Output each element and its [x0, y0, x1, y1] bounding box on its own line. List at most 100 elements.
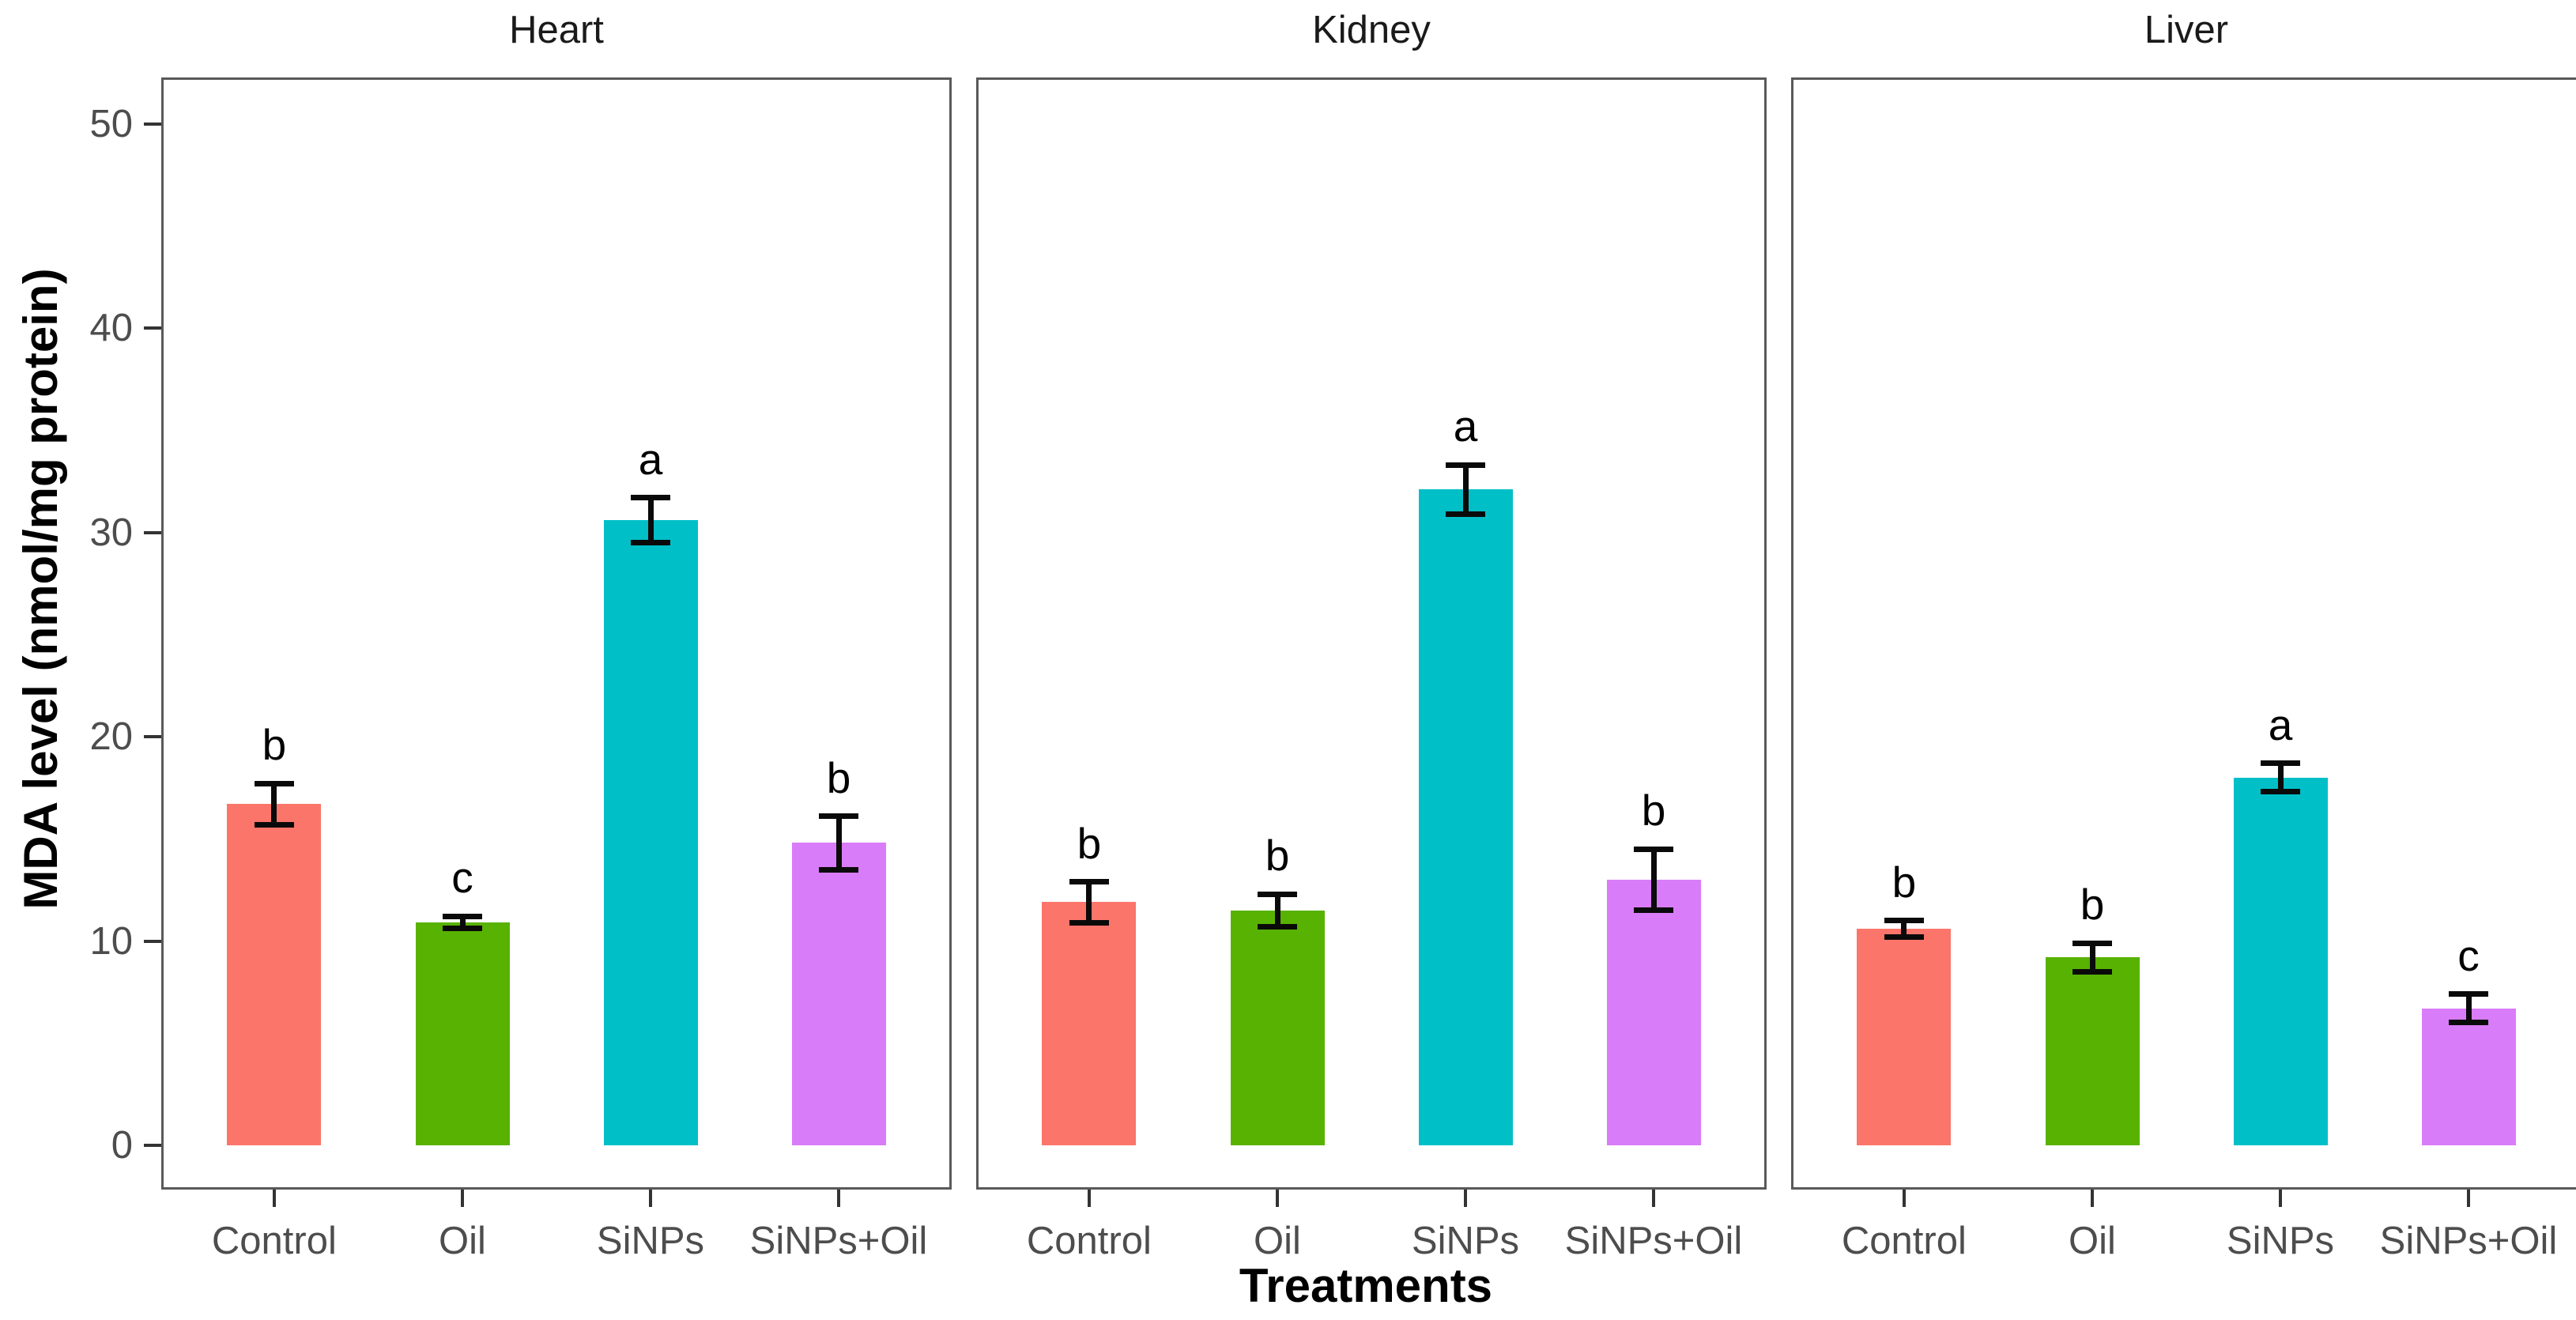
- sig-letter: b: [262, 720, 287, 770]
- error-bar-cap-bottom: [1884, 933, 1924, 940]
- y-tick-mark: [144, 939, 161, 943]
- y-tick-mark: [144, 1144, 161, 1147]
- error-bar-cap-top: [2072, 940, 2112, 946]
- error-bar-cap-top: [1884, 918, 1924, 924]
- sig-letter: b: [1265, 831, 1290, 881]
- error-bar-line: [271, 783, 277, 825]
- y-tick-label: 50: [89, 102, 133, 145]
- error-bar-line: [2277, 763, 2284, 792]
- error-bar-cap-top: [819, 813, 858, 820]
- y-tick-label: 30: [89, 511, 133, 554]
- bar-liver-sinps: [2233, 777, 2328, 1145]
- x-tick-mark: [1652, 1190, 1655, 1207]
- error-bar-line: [1274, 894, 1280, 927]
- x-tick-label: Oil: [2069, 1220, 2116, 1262]
- error-bar-line: [2465, 994, 2472, 1023]
- error-bar-cap-bottom: [1634, 907, 1673, 914]
- x-tick-label: SiNPs+Oil: [749, 1220, 928, 1262]
- error-bar-cap-bottom: [2072, 968, 2112, 975]
- x-tick-mark: [2467, 1190, 2470, 1207]
- bar-heart-control: [227, 804, 322, 1145]
- sig-letter: b: [1641, 786, 1666, 835]
- bar-kidney-oil: [1230, 910, 1325, 1145]
- error-bar-cap-bottom: [254, 821, 294, 828]
- error-bar-cap-top: [254, 780, 294, 786]
- bar-liver-control: [1857, 928, 1952, 1145]
- x-tick-label: SiNPs: [1411, 1220, 1520, 1262]
- error-bar-cap-bottom: [2449, 1020, 2488, 1026]
- error-bar-line: [835, 816, 842, 870]
- error-bar-cap-bottom: [1446, 511, 1485, 517]
- error-bar-line: [1462, 465, 1469, 515]
- error-bar-cap-top: [2449, 991, 2488, 998]
- y-tick-label: 40: [89, 307, 133, 349]
- error-bar-cap-bottom: [1069, 919, 1109, 926]
- error-bar-cap-top: [2261, 760, 2300, 767]
- facet-title: Kidney: [1312, 9, 1431, 51]
- error-bar-cap-bottom: [2261, 789, 2300, 795]
- x-tick-label: Control: [211, 1220, 337, 1262]
- bar-heart-sinps+oil: [791, 843, 886, 1145]
- x-tick-label: Control: [1026, 1220, 1152, 1262]
- x-tick-label: SiNPs: [2226, 1220, 2335, 1262]
- y-tick-label: 10: [89, 919, 133, 963]
- x-tick-label: Oil: [1254, 1220, 1301, 1262]
- error-bar-cap-top: [631, 495, 670, 501]
- error-bar-cap-bottom: [819, 866, 858, 873]
- error-bar-cap-top: [1258, 891, 1297, 897]
- x-tick-mark: [1087, 1190, 1091, 1207]
- error-bar-line: [2089, 943, 2095, 972]
- error-bar-cap-top: [443, 913, 482, 919]
- y-tick-mark: [144, 326, 161, 330]
- bar-kidney-sinps: [1418, 489, 1513, 1145]
- facet-title: Heart: [509, 9, 604, 51]
- sig-letter: a: [638, 434, 663, 484]
- x-tick-label: Oil: [439, 1220, 486, 1262]
- y-tick-mark: [144, 735, 161, 738]
- error-bar-line: [1901, 920, 1907, 937]
- facet-title: Liver: [2144, 9, 2229, 51]
- x-tick-label: SiNPs+Oil: [1564, 1220, 1743, 1262]
- sig-letter: a: [2268, 700, 2293, 749]
- x-tick-mark: [272, 1190, 276, 1207]
- error-bar-line: [1086, 881, 1092, 923]
- error-bar-line: [459, 916, 466, 929]
- sig-letter: b: [1077, 818, 1102, 868]
- x-tick-mark: [461, 1190, 464, 1207]
- error-bar-line: [1650, 849, 1657, 911]
- x-axis-title: Treatments: [1239, 1259, 1493, 1312]
- bar-liver-sinps+oil: [2421, 1008, 2516, 1145]
- y-tick-label: 0: [111, 1124, 133, 1167]
- error-bar-cap-top: [1069, 879, 1109, 885]
- sig-letter: a: [1453, 402, 1478, 451]
- error-bar-cap-bottom: [631, 539, 670, 545]
- y-tick-mark: [144, 530, 161, 534]
- x-tick-label: SiNPs: [596, 1220, 705, 1262]
- error-bar-cap-top: [1634, 846, 1673, 852]
- sig-letter: c: [451, 853, 473, 903]
- bar-heart-sinps: [603, 519, 698, 1145]
- sig-letter: c: [2457, 930, 2480, 980]
- sig-letter: b: [1891, 857, 1917, 907]
- error-bar-cap-top: [1446, 462, 1485, 468]
- bar-liver-oil: [2045, 957, 2140, 1145]
- x-tick-mark: [2091, 1190, 2094, 1207]
- x-tick-label: Control: [1841, 1220, 1967, 1262]
- error-bar-cap-bottom: [443, 926, 482, 932]
- bar-kidney-sinps+oil: [1606, 879, 1701, 1145]
- x-tick-mark: [2279, 1190, 2282, 1207]
- x-tick-mark: [649, 1190, 652, 1207]
- sig-letter: b: [826, 752, 851, 802]
- x-tick-label: SiNPs+Oil: [2379, 1220, 2558, 1262]
- bar-heart-oil: [415, 922, 510, 1145]
- error-bar-line: [647, 497, 654, 543]
- x-tick-mark: [1464, 1190, 1467, 1207]
- bar-kidney-control: [1042, 902, 1137, 1145]
- y-tick-mark: [144, 122, 161, 126]
- x-tick-mark: [837, 1190, 840, 1207]
- error-bar-cap-bottom: [1258, 923, 1297, 930]
- y-tick-label: 20: [89, 715, 133, 758]
- x-tick-mark: [1902, 1190, 1906, 1207]
- sig-letter: b: [2080, 880, 2105, 930]
